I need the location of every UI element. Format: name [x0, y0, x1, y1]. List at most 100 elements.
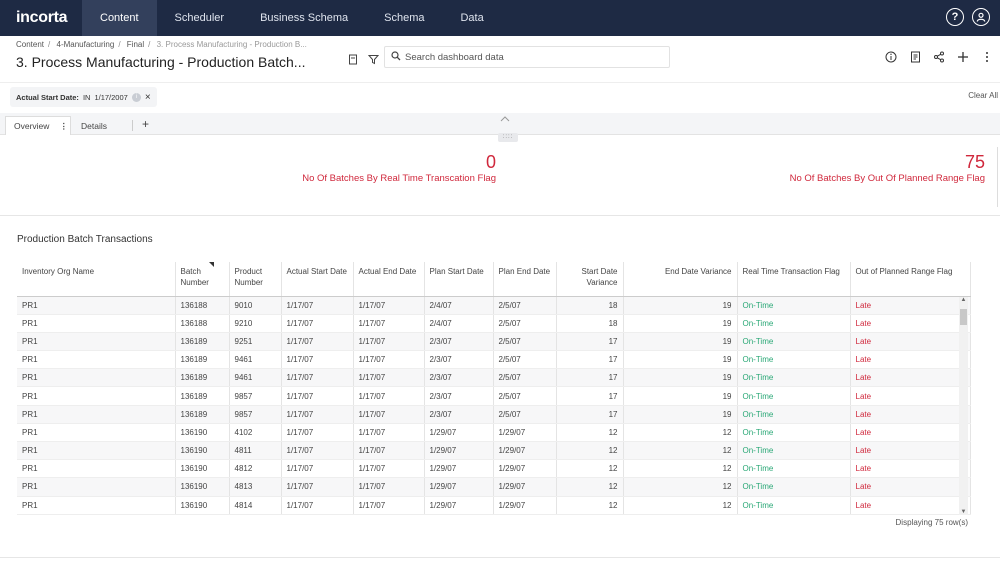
scroll-up-icon[interactable]: ▲: [960, 297, 967, 303]
nav-tab-scheduler[interactable]: Scheduler: [174, 12, 225, 24]
share-icon[interactable]: [932, 50, 946, 64]
table-cell: 1/17/07: [353, 441, 425, 461]
table-cell: 17: [556, 386, 624, 406]
table-cell: 19: [623, 405, 738, 424]
table-title: Production Batch Transactions: [17, 234, 153, 245]
sort-indicator-icon: [209, 262, 214, 267]
table-row[interactable]: PR1 136189 9461 1/17/07 1/17/07 2/3/07 2/5/07 1…: [17, 350, 971, 370]
table-cell: 1/17/07: [281, 423, 354, 443]
nav-tab-content[interactable]: Content: [82, 0, 157, 36]
table-cell: 2/5/07: [493, 405, 557, 424]
column-header[interactable]: Batch Number: [175, 262, 230, 297]
bookmark-icon[interactable]: [346, 52, 360, 66]
table-row[interactable]: PR1 136190 4813 1/17/07 1/17/07 1/29/07 1/29/0…: [17, 477, 971, 497]
kpi-planned-range-flag[interactable]: 75 No Of Batches By Out Of Planned Range…: [790, 152, 985, 184]
panel-resize-edge[interactable]: [997, 147, 1000, 207]
table-cell: 17: [556, 350, 624, 370]
add-icon[interactable]: [956, 50, 970, 64]
table-row[interactable]: PR1 136190 4814 1/17/07 1/17/07 1/29/07 1/29/0…: [17, 496, 971, 515]
table-scrollbar[interactable]: ▲ ▼: [959, 297, 968, 515]
table-cell: On-Time: [737, 441, 851, 461]
report-icon[interactable]: [908, 50, 922, 64]
table-cell: On-Time: [737, 477, 851, 497]
column-header[interactable]: Actual End Date: [353, 262, 425, 297]
column-header[interactable]: Actual Start Date: [281, 262, 354, 297]
table-cell: Late: [850, 477, 971, 497]
top-nav: incorta Content Scheduler Business Schem…: [0, 0, 1000, 36]
column-header[interactable]: Real Time Transaction Flag: [737, 262, 851, 297]
table-row[interactable]: PR1 136190 4811 1/17/07 1/17/07 1/29/07 1/29/0…: [17, 441, 971, 461]
table-row[interactable]: PR1 136189 9461 1/17/07 1/17/07 2/3/07 2/5/07 1…: [17, 368, 971, 388]
table-cell: 136190: [175, 441, 230, 461]
table-row[interactable]: PR1 136189 9251 1/17/07 1/17/07 2/3/07 2/5/07 1…: [17, 332, 971, 352]
table-cell: 9210: [229, 314, 282, 333]
table-row[interactable]: PR1 136190 4812 1/17/07 1/17/07 1/29/07 1/29/0…: [17, 459, 971, 479]
table-row[interactable]: PR1 136189 9857 1/17/07 1/17/07 2/3/07 2/5/07 1…: [17, 405, 971, 424]
collapse-chevron-icon[interactable]: [500, 114, 510, 124]
breadcrumb-folder[interactable]: 4-Manufacturing: [56, 40, 115, 49]
kpi-realtime-flag[interactable]: 0 No Of Batches By Real Time Transcation…: [302, 152, 496, 184]
column-header[interactable]: Start Date Variance: [556, 262, 624, 297]
table-row[interactable]: PR1 136189 9857 1/17/07 1/17/07 2/3/07 2/5/07 1…: [17, 386, 971, 406]
table-cell: Late: [850, 459, 971, 479]
table-cell: 1/17/07: [353, 296, 425, 315]
kpi-value: 0: [485, 152, 496, 172]
table-cell: 1/17/07: [281, 405, 354, 424]
column-header[interactable]: Out of Planned Range Flag: [850, 262, 971, 297]
more-options-icon[interactable]: [980, 50, 994, 64]
incorta-logo[interactable]: incorta: [16, 9, 68, 26]
table-cell: 136188: [175, 296, 230, 315]
column-header[interactable]: Plan End Date: [493, 262, 557, 297]
column-header[interactable]: Product Number: [229, 262, 282, 297]
add-tab-button[interactable]: +: [142, 117, 150, 131]
nav-tabs: Content Scheduler Business Schema Schema…: [82, 0, 502, 36]
filter-info-icon[interactable]: i: [131, 92, 141, 102]
column-header[interactable]: End Date Variance: [623, 262, 738, 297]
filter-icon[interactable]: [366, 52, 380, 66]
table-cell: 1/17/07: [281, 296, 354, 315]
column-header[interactable]: Inventory Org Name: [17, 262, 176, 297]
filter-label: Actual Start Date:: [16, 92, 79, 102]
nav-tab-data[interactable]: Data: [460, 12, 484, 24]
user-icon[interactable]: [972, 8, 990, 26]
tab-menu-icon[interactable]: ⋮: [59, 120, 68, 131]
table-cell: 1/17/07: [353, 350, 425, 370]
column-header[interactable]: Plan Start Date: [424, 262, 494, 297]
tab-overview[interactable]: Overview ⋮: [5, 116, 71, 135]
table-cell: 12: [623, 496, 738, 515]
table-cell: On-Time: [737, 405, 851, 424]
breadcrumb-content[interactable]: Content: [16, 40, 45, 49]
nav-tab-schema[interactable]: Schema: [384, 12, 425, 24]
table-cell: 1/29/07: [493, 459, 557, 479]
info-icon[interactable]: [884, 50, 898, 64]
table-cell: 4814: [229, 496, 282, 515]
tab-details[interactable]: Details: [81, 120, 107, 131]
table-cell: 9010: [229, 296, 282, 315]
table-cell: PR1: [17, 386, 176, 406]
table-cell: 9461: [229, 368, 282, 388]
kpi-value: 75: [964, 152, 985, 172]
scroll-down-icon[interactable]: ▼: [960, 509, 967, 515]
table-row[interactable]: PR1 136188 9010 1/17/07 1/17/07 2/4/07 2/5/07 1…: [17, 296, 971, 315]
table-cell: 1/29/07: [493, 441, 557, 461]
breadcrumb-subfolder[interactable]: Final: [126, 40, 145, 49]
table-row[interactable]: PR1 136190 4102 1/17/07 1/17/07 1/29/07 1/29/0…: [17, 423, 971, 443]
table-cell: 19: [623, 296, 738, 315]
search-input[interactable]: Search dashboard data: [384, 46, 670, 68]
help-icon[interactable]: ?: [946, 8, 964, 26]
table-cell: PR1: [17, 332, 176, 352]
scroll-thumb[interactable]: [960, 309, 967, 325]
table-cell: 1/29/07: [493, 496, 557, 515]
nav-tab-business-schema[interactable]: Business Schema: [260, 12, 349, 24]
remove-filter-icon[interactable]: ×: [144, 91, 151, 103]
filter-chip[interactable]: Actual Start Date: IN 1/17/2007 i ×: [10, 87, 157, 107]
clear-all-button[interactable]: Clear All: [968, 91, 998, 100]
drag-handle-icon[interactable]: ::::: [498, 133, 518, 142]
table-cell: PR1: [17, 496, 176, 515]
table-header-row: Inventory Org Name Batch Number Product …: [17, 262, 971, 297]
table-row[interactable]: PR1 136188 9210 1/17/07 1/17/07 2/4/07 2/5/07 1…: [17, 314, 971, 333]
table-cell: 9857: [229, 386, 282, 406]
table-cell: 12: [623, 477, 738, 497]
kpi-label: No Of Batches By Real Time Transcation F…: [302, 173, 496, 184]
table-cell: 136189: [175, 368, 230, 388]
